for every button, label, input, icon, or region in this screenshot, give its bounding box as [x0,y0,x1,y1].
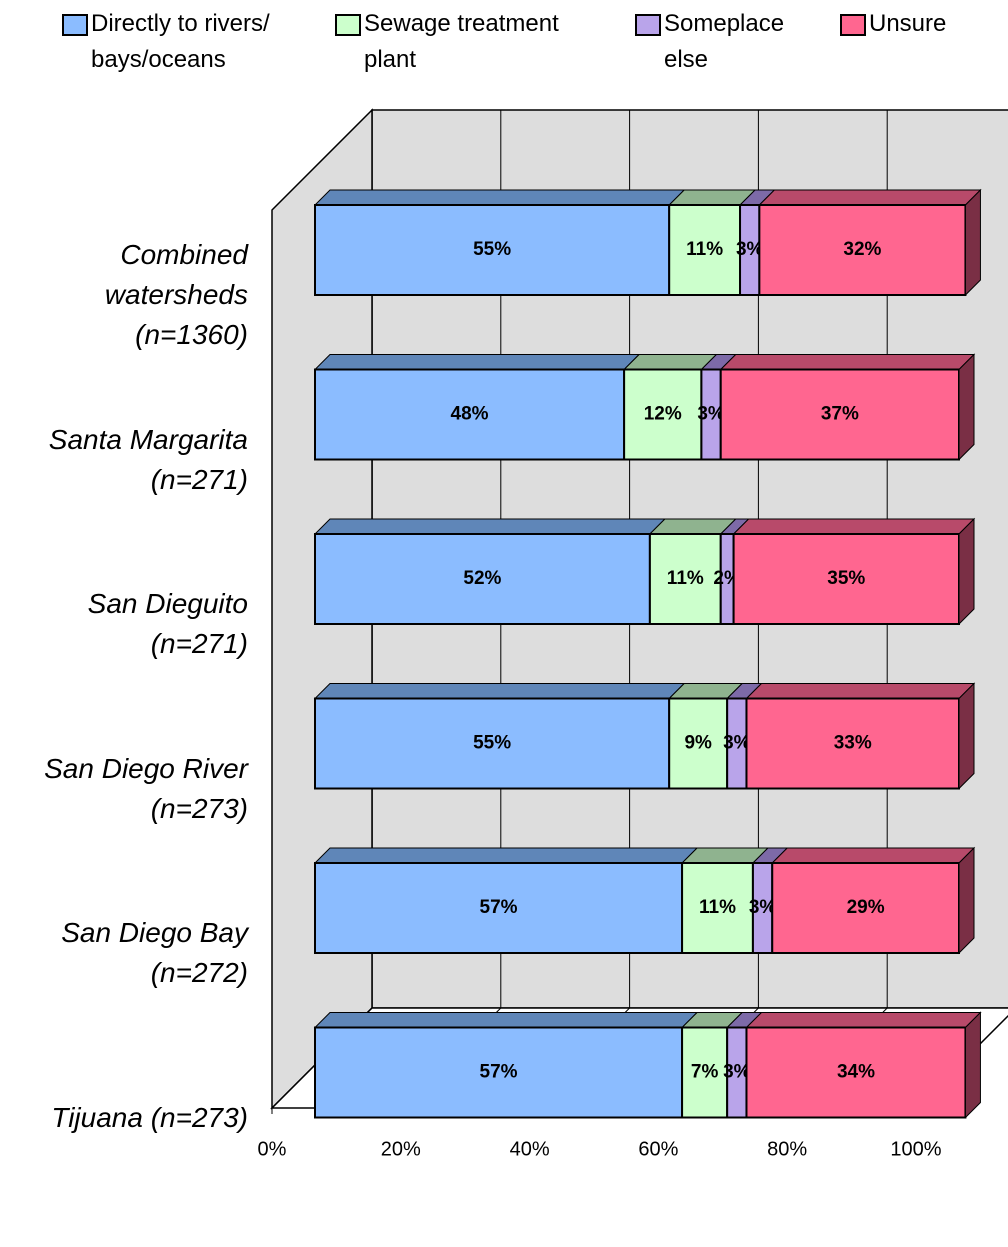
legend-item: Unsure [840,6,1000,42]
legend-item: Directly to rivers/ bays/oceans [62,6,292,78]
value-label: 11% [686,239,723,260]
value-label: 3% [749,897,777,918]
value-label: 7% [691,1062,719,1083]
bar-top [313,1012,699,1028]
bar [732,533,960,625]
bar-side [958,353,975,461]
category-label-box: Santa Margarita (n=271) [0,380,248,540]
legend-label: Directly to rivers/ bays/oceans [91,10,270,73]
bar [648,533,722,625]
category-label: Tijuana (n=273) [51,1101,248,1133]
bar-group: 55% 9% 3% 33% [313,682,976,790]
legend-item: Someplace else [635,6,825,78]
category-label-box: San Diego Bay (n=272) [0,873,248,1033]
x-tick-label: 100% [890,1138,941,1160]
legend-label: Someplace else [664,10,785,73]
bar [314,368,626,461]
bar-top [719,354,976,370]
bar [668,204,742,296]
bar-top [745,1012,982,1028]
category-label: San Diego River (n=273) [44,752,248,824]
bar-side [964,1011,981,1119]
legend-label: Unsure [869,10,947,37]
bar-side [958,682,975,790]
bar-group: 57% 11% 3% 29% [313,846,976,955]
value-label: 57% [480,1062,518,1083]
bar [314,204,671,296]
category-label-box: San Dieguito (n=271) [0,544,248,704]
value-label: 29% [847,897,885,918]
category-label-box: Tijuana (n=273) [0,1038,248,1198]
legend-swatch [840,14,866,36]
x-tick-label: 20% [381,1138,421,1160]
value-label: 55% [473,239,511,260]
category-label-box: San Diego River (n=273) [0,709,248,869]
bar [745,1026,967,1119]
bar-top [745,683,976,699]
x-tick-label: 40% [510,1138,550,1160]
bar [314,862,684,954]
bar-top [732,518,976,535]
value-label: 55% [473,733,511,754]
bar [758,204,967,296]
bar-group: 48% 12% 3% 37% [313,353,976,461]
bar-group: 57% 7% 3% 34% [313,1011,982,1119]
bar-top [313,683,686,699]
value-label: 3% [736,239,764,260]
value-label: 32% [843,239,881,260]
category-label: San Diego Bay (n=272) [61,917,248,988]
bar-top [622,354,718,370]
bar [314,1026,684,1119]
value-label: 3% [723,1062,751,1083]
bar-top [758,189,982,206]
x-tick-label: 60% [638,1138,678,1160]
bar-side [958,846,975,955]
x-tick-label: 80% [767,1138,807,1160]
value-label: 12% [644,404,682,425]
value-label: 33% [834,733,872,754]
bar [314,697,671,790]
value-label: 34% [837,1062,875,1083]
bar-group: 52% 11% 2% 35% [313,517,976,626]
bar-top [313,354,641,370]
bar [771,862,960,954]
legend-item: Sewage treatment plant [335,6,605,78]
bar [745,697,960,790]
value-label: 9% [684,733,712,754]
bar [623,368,703,461]
category-label-box: Combined watersheds (n=1360) [0,215,248,375]
bar [681,862,754,954]
value-label: 52% [463,568,501,589]
bar-group: 55% 11% 3% 32% [313,188,982,297]
bar-top [313,189,686,206]
bar-side [958,517,975,626]
value-label: 11% [699,897,736,918]
bar-side [964,188,981,297]
legend-swatch [62,14,88,36]
value-label: 11% [667,568,704,589]
value-label: 3% [697,404,725,425]
bar-top [313,518,667,535]
bar-top [313,847,699,864]
value-label: 57% [480,897,518,918]
category-label: San Dieguito (n=271) [87,588,248,659]
bar [314,533,651,625]
category-label: Combined watersheds (n=1360) [104,239,248,350]
x-tick-label: 0% [258,1138,287,1160]
legend-swatch [635,14,661,36]
bar-top [771,847,976,864]
value-label: 35% [827,568,865,589]
bar [719,368,960,461]
category-label: Santa Margarita (n=271) [48,423,248,495]
legend-label: Sewage treatment plant [364,10,559,73]
value-label: 37% [821,404,859,425]
bar [668,697,729,790]
value-label: 48% [451,404,489,425]
value-label: 3% [723,733,751,754]
legend-swatch [335,14,361,36]
